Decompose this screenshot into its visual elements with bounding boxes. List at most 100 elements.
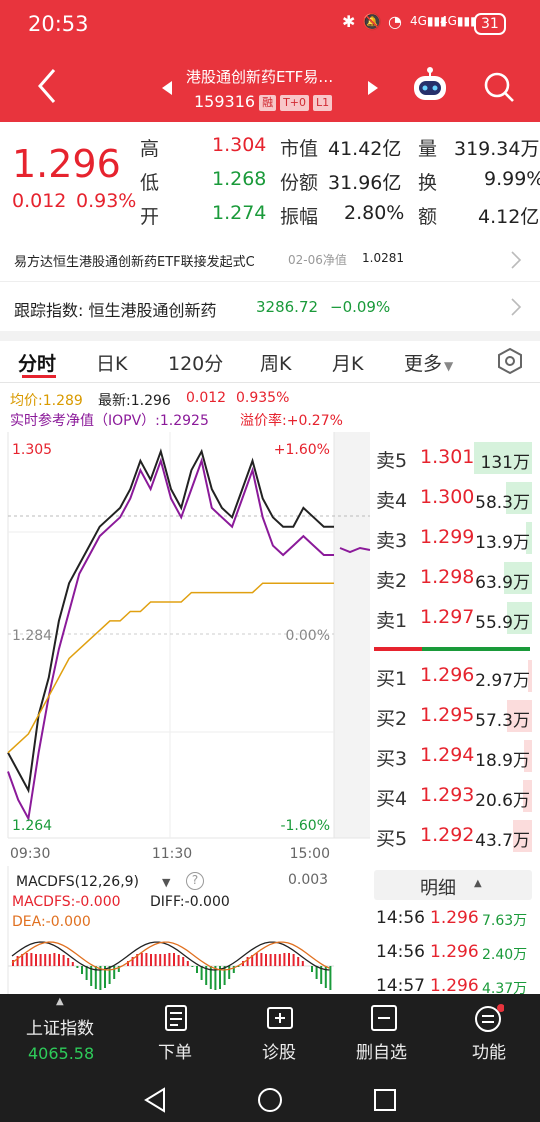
tab-monthly-k[interactable]: 月K <box>332 353 364 375</box>
macd-bar <box>163 954 166 966</box>
macdfs-value: MACDFS:-0.000 <box>12 894 121 910</box>
nav-functions[interactable]: 功能 <box>454 994 526 1078</box>
status-bar: 20:53 ✱ 🔕 ◔ 4G▮▮▮ 4G▮▮▮ 31 <box>0 0 540 50</box>
system-navigation <box>0 1078 540 1122</box>
fund-name: 易方达恒生港股通创新药ETF联接发起式C <box>14 255 255 270</box>
macd-bar <box>131 957 134 966</box>
bid-row[interactable]: 买1 1.296 2.97万 <box>374 656 540 696</box>
low-value: 1.268 <box>212 168 267 190</box>
document-icon <box>165 1005 187 1031</box>
level-volume: 63.9万 <box>475 573 530 593</box>
caret-down-icon: ▼ <box>444 359 454 373</box>
macd-bar <box>99 966 102 990</box>
low-label: 低 <box>140 172 160 194</box>
trade-details[interactable]: 明细 ▲ 14:56 1.296 7.63万 14:56 1.296 2.40万 14:57… <box>374 866 540 997</box>
tracking-index-row[interactable]: 跟踪指数: 恒生港股通创新药 3286.72 −0.09% <box>0 284 540 330</box>
macd-bar <box>196 966 198 973</box>
chevron-left-icon[interactable] <box>34 66 60 106</box>
macd-bar <box>71 962 74 966</box>
bid-row[interactable]: 买3 1.294 18.9万 <box>374 736 540 776</box>
help-icon[interactable]: ? <box>186 872 204 890</box>
triangle-right-icon[interactable] <box>366 80 380 96</box>
macd-bar <box>177 955 180 966</box>
y-label-mid: 1.284 <box>12 628 52 644</box>
iopv: 实时参考净值（IOPV）:1.2925 <box>10 413 209 429</box>
macd-bar <box>12 960 14 966</box>
index-value: 3286.72 <box>256 298 319 316</box>
macd-bar <box>315 966 318 979</box>
tick-volume: 2.40万 <box>482 947 528 963</box>
details-header[interactable]: 明细 ▲ <box>374 870 532 900</box>
macd-bar <box>44 954 47 966</box>
linked-fund-row[interactable]: 易方达恒生港股通创新药ETF联接发起式C 02-06净值 1.0281 <box>0 236 540 282</box>
bid-row[interactable]: 买4 1.293 20.6万 <box>374 776 540 816</box>
macd-bar <box>85 966 88 980</box>
macd-bar <box>108 966 111 984</box>
macd-bar <box>260 953 263 966</box>
bid-row[interactable]: 买5 1.292 43.7万 <box>374 816 540 856</box>
price-change: 0.012 <box>12 190 67 212</box>
y-label-top: 1.305 <box>12 442 52 458</box>
x-label-open: 09:30 <box>10 846 50 862</box>
tick-row: 14:57 1.296 4.37万 <box>376 972 536 1002</box>
ask-row[interactable]: 卖3 1.299 13.9万 <box>374 518 540 558</box>
level-price: 1.295 <box>420 704 475 726</box>
macd-bar <box>159 954 162 966</box>
triangle-left-icon[interactable] <box>160 80 174 96</box>
level-volume: 18.9万 <box>475 751 530 771</box>
macd-bar <box>30 953 33 966</box>
tick-row: 14:56 1.296 7.63万 <box>376 904 536 934</box>
ask-row[interactable]: 卖2 1.298 63.9万 <box>374 558 540 598</box>
dea-line <box>11 941 330 971</box>
ask-row[interactable]: 卖5 1.301 131万 <box>374 438 540 478</box>
robot-icon[interactable] <box>410 66 450 106</box>
nav-remove-watchlist[interactable]: 删自选 <box>346 994 422 1078</box>
ask-row[interactable]: 卖1 1.297 55.9万 <box>374 598 540 638</box>
level-price: 1.297 <box>420 606 475 628</box>
macd-bar <box>292 954 295 966</box>
back-triangle-icon[interactable] <box>142 1086 168 1114</box>
search-icon[interactable] <box>482 70 516 104</box>
macd-bar <box>265 954 267 966</box>
macd-bar <box>90 966 93 986</box>
amplitude-label: 振幅 <box>280 206 319 228</box>
details-title: 明细 <box>420 878 456 899</box>
nav-index[interactable]: ▲ 上证指数 4065.58 <box>0 994 124 1078</box>
macd-bar <box>191 966 194 967</box>
intraday-chart[interactable]: 1.305 1.284 1.264 +1.60% 0.00% -1.60% 09… <box>0 432 372 864</box>
section-divider <box>0 331 540 341</box>
macd-bar <box>113 966 116 979</box>
macd-bar <box>62 955 65 966</box>
security-code-row: 159316 融 T+0 L1 <box>194 92 333 111</box>
nav-diagnose[interactable]: 诊股 <box>244 994 316 1078</box>
macd-title[interactable]: MACDFS(12,26,9) <box>16 874 140 890</box>
fund-nav-date: 02-06净值 <box>288 253 347 267</box>
home-circle-icon[interactable] <box>256 1086 284 1114</box>
bid-row[interactable]: 买2 1.295 57.3万 <box>374 696 540 736</box>
recents-square-icon[interactable] <box>372 1087 398 1113</box>
tab-weekly-k[interactable]: 周K <box>260 353 292 375</box>
ask-row[interactable]: 卖4 1.300 58.3万 <box>374 478 540 518</box>
nav-diagnose-label: 诊股 <box>262 1043 296 1063</box>
macd-bar <box>145 953 148 966</box>
caret-down-icon[interactable]: ▼ <box>162 876 171 889</box>
signal-icon-2: 4G▮▮▮ <box>440 14 477 28</box>
macd-bar <box>117 966 120 972</box>
macd-bar <box>223 966 226 985</box>
level-volume: 55.9万 <box>475 613 530 633</box>
nav-order[interactable]: 下单 <box>140 994 212 1078</box>
macd-bar <box>136 954 139 966</box>
level-label: 买1 <box>376 668 408 690</box>
tab-intraday[interactable]: 分时 <box>18 353 57 375</box>
bottom-toolbar: ▲ 上证指数 4065.58 下单 诊股 删自选 功能 <box>0 994 540 1078</box>
tab-daily-k[interactable]: 日K <box>96 353 128 375</box>
bluetooth-icon: ✱ <box>342 12 356 31</box>
settings-hexagon-icon[interactable] <box>496 347 524 375</box>
level-volume: 20.6万 <box>475 791 530 811</box>
tab-120min[interactable]: 120分 <box>168 353 224 375</box>
chart-info: 均价:1.289 最新:1.296 0.012 0.935% 实时参考净值（IO… <box>0 386 540 432</box>
macd-bar <box>232 966 235 973</box>
macd-bar <box>168 953 171 966</box>
macd-bar <box>16 956 19 966</box>
tab-more[interactable]: 更多 ▼ <box>404 349 453 376</box>
